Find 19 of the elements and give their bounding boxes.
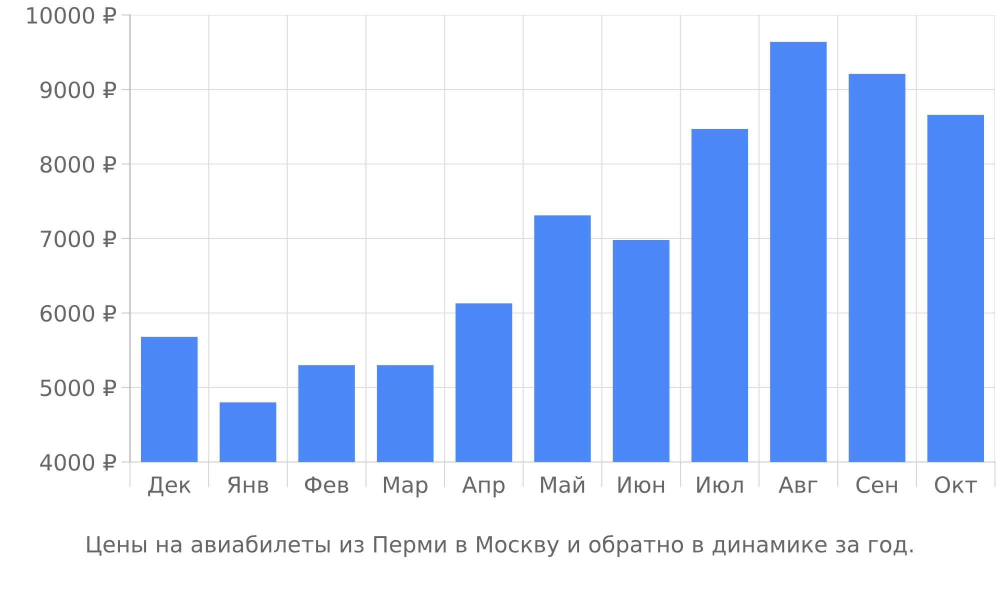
x-tick-label: Фев — [304, 476, 348, 494]
x-tick-label: Авг — [778, 476, 818, 493]
x-tick-label: Сен — [856, 476, 897, 494]
text: Цены на авиабилеты из Перми в Москву и обратно в динамике за год. — [87, 535, 913, 557]
y-tick-label: 4000 ₽ — [40, 454, 116, 471]
x-tick-label: Июл — [697, 476, 743, 494]
y-tick-label: 9000 ₽ — [40, 81, 116, 98]
x-tick-label: Июн — [618, 476, 664, 494]
y-tick-label: 6000 ₽ — [40, 304, 116, 322]
y-tick-label: 5000 ₽ — [40, 379, 116, 396]
x-tick-label: Май — [541, 476, 584, 494]
x-tick-label: Янв — [228, 476, 268, 493]
x-tick-label: Окт — [935, 476, 977, 494]
y-tick-label: 8000 ₽ — [40, 156, 116, 173]
y-tick-label: 7000 ₽ — [40, 230, 116, 248]
x-tick-label: Дек — [148, 476, 191, 496]
x-tick-label: Апр — [462, 476, 505, 498]
y-tick-label: 10000 ₽ — [27, 6, 116, 24]
x-tick-label: Мар — [384, 476, 428, 498]
